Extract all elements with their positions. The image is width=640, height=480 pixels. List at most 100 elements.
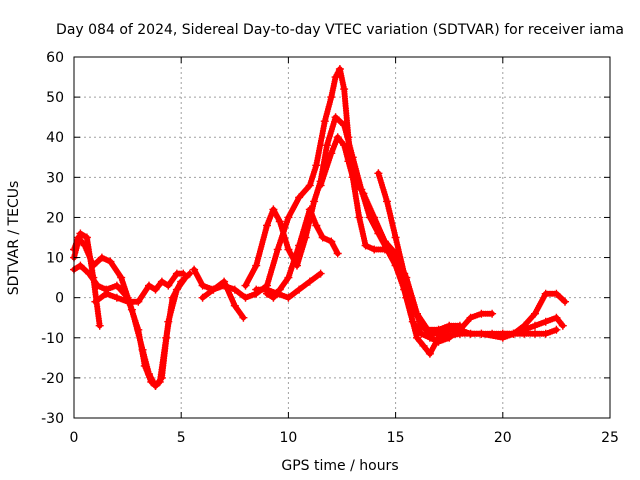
x-tick-label: 25	[601, 430, 619, 446]
data-point	[91, 297, 100, 306]
data-point	[425, 349, 434, 358]
data-point	[269, 205, 278, 214]
series-track-10	[316, 133, 400, 258]
data-point	[127, 305, 136, 314]
data-point	[509, 329, 518, 338]
data-point	[340, 141, 349, 150]
data-point	[145, 281, 153, 290]
series-track-12	[391, 253, 569, 358]
data-point	[359, 189, 368, 198]
data-point	[391, 233, 400, 242]
series-track-9	[252, 269, 325, 302]
y-tick-label: 30	[46, 170, 64, 186]
data-point	[445, 325, 454, 334]
data-point	[230, 301, 239, 310]
data-point	[498, 329, 507, 338]
data-point	[374, 169, 383, 178]
data-point	[348, 173, 357, 182]
data-point	[331, 73, 340, 82]
data-point	[310, 197, 319, 206]
data-point	[370, 213, 379, 222]
data-point	[252, 285, 261, 294]
data-point	[89, 273, 98, 282]
chart-series	[70, 65, 569, 390]
data-point	[541, 317, 550, 326]
series-track-1	[70, 261, 194, 390]
series-track-3	[70, 229, 104, 330]
data-point	[361, 241, 370, 250]
data-point	[155, 377, 164, 386]
data-point	[295, 285, 304, 294]
data-point	[102, 289, 111, 298]
data-point	[239, 313, 248, 322]
data-point	[327, 237, 336, 246]
data-point	[284, 245, 293, 254]
data-point	[552, 289, 561, 298]
x-tick-label: 0	[70, 430, 79, 446]
data-point	[561, 297, 569, 306]
data-point	[541, 329, 550, 338]
data-point	[284, 213, 293, 222]
y-tick-label: 0	[55, 291, 64, 307]
series-markers	[392, 254, 567, 357]
data-point	[552, 313, 561, 322]
data-point	[520, 329, 529, 338]
data-point	[477, 309, 486, 318]
data-point	[477, 329, 486, 338]
data-point	[340, 85, 349, 94]
data-point	[263, 285, 271, 294]
data-point	[316, 269, 325, 278]
data-point	[531, 309, 539, 318]
data-point	[157, 277, 166, 286]
series-line	[199, 66, 463, 333]
series-track-6	[198, 65, 464, 334]
data-point	[198, 281, 207, 290]
x-tick-label: 5	[177, 430, 186, 446]
data-point	[252, 261, 261, 270]
series-track-7	[241, 113, 497, 346]
x-axis-label: GPS time / hours	[281, 458, 398, 474]
data-point	[541, 289, 550, 298]
data-point	[413, 333, 421, 342]
data-point	[312, 221, 321, 230]
data-point	[284, 293, 293, 302]
data-point	[97, 253, 106, 262]
data-point	[117, 273, 126, 282]
series-markers	[71, 230, 103, 327]
data-point	[327, 93, 336, 102]
chart-title: Day 084 of 2024, Sidereal Day-to-day VTE…	[56, 22, 624, 38]
data-point	[520, 321, 529, 330]
data-point	[340, 121, 349, 130]
data-point	[305, 277, 314, 286]
data-point	[333, 133, 342, 142]
data-point	[558, 321, 567, 330]
data-point	[466, 313, 475, 322]
data-point	[380, 237, 389, 246]
data-point	[335, 65, 344, 73]
data-point	[263, 221, 271, 230]
data-point	[425, 329, 434, 338]
data-point	[488, 309, 497, 318]
data-point	[106, 257, 115, 266]
data-point	[275, 217, 284, 226]
data-point	[82, 233, 91, 242]
data-point	[123, 297, 132, 306]
data-point	[145, 369, 153, 378]
y-tick-label: 20	[46, 210, 64, 226]
data-point	[391, 253, 400, 262]
series-track-4	[91, 269, 188, 306]
data-point	[323, 141, 331, 150]
data-point	[179, 269, 188, 278]
y-tick-label: -20	[41, 371, 64, 387]
data-point	[241, 281, 250, 290]
data-point	[320, 117, 329, 126]
data-point	[76, 261, 85, 270]
data-point	[168, 293, 177, 302]
data-point	[402, 293, 411, 302]
data-point	[284, 273, 293, 282]
data-point	[318, 233, 327, 242]
data-point	[370, 245, 379, 254]
data-point	[112, 293, 121, 302]
plot-frame	[73, 56, 611, 419]
data-point	[417, 321, 426, 330]
